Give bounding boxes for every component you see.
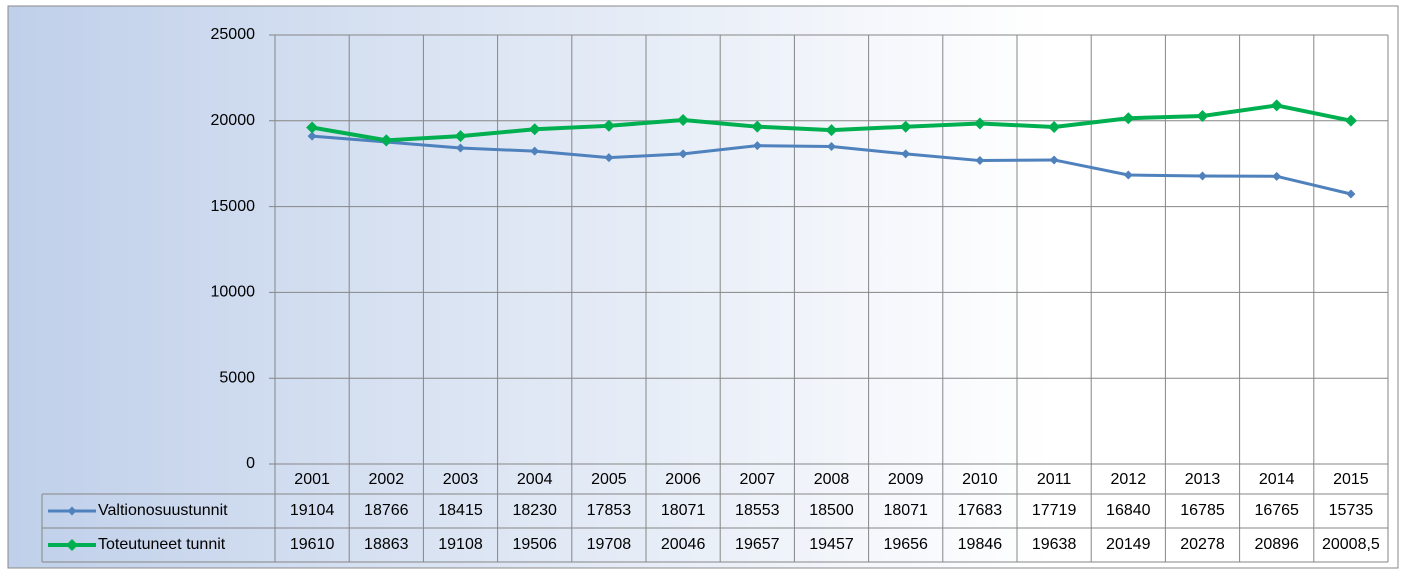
marker (1196, 110, 1209, 123)
table-value: 19656 (883, 536, 928, 553)
marker (1123, 170, 1133, 180)
y-tick-label: 20000 (211, 112, 256, 129)
marker (307, 131, 317, 141)
y-tick-label: 15000 (211, 198, 256, 215)
marker (1049, 155, 1059, 165)
marker (380, 134, 393, 147)
x-tick-label: 2013 (1185, 471, 1221, 488)
x-tick-label: 2005 (591, 471, 627, 488)
marker (1344, 114, 1357, 127)
table-value: 18863 (364, 536, 409, 553)
x-tick-label: 2009 (888, 471, 924, 488)
marker (602, 119, 615, 132)
y-tick-label: 0 (246, 455, 255, 472)
table-value: 18415 (438, 502, 483, 519)
table-value: 19638 (1032, 536, 1077, 553)
table-value: 17683 (958, 502, 1003, 519)
marker (1270, 99, 1283, 112)
table-value: 20008,5 (1322, 536, 1380, 553)
x-tick-label: 2006 (665, 471, 701, 488)
chart-area (7, 5, 1399, 569)
table-value: 16840 (1106, 502, 1151, 519)
marker (901, 149, 911, 159)
marker (454, 130, 467, 143)
marker (1272, 171, 1282, 181)
x-tick-label: 2003 (443, 471, 479, 488)
marker (456, 143, 465, 153)
table-value: 18071 (661, 502, 706, 519)
table-value: 17853 (587, 502, 632, 519)
marker (899, 120, 912, 133)
marker (1198, 171, 1207, 181)
table-value: 19506 (512, 536, 557, 553)
legend-label: Valtionosuustunnit (98, 502, 228, 519)
table-value: 19108 (438, 536, 483, 553)
marker (678, 149, 688, 159)
table-value: 16765 (1254, 502, 1299, 519)
y-tick-label: 10000 (211, 284, 256, 301)
table-value: 18553 (735, 502, 780, 519)
table-value: 16785 (1180, 502, 1225, 519)
table-value: 19457 (809, 536, 854, 553)
x-tick-label: 2007 (740, 471, 776, 488)
table-value: 19657 (735, 536, 780, 553)
table-value: 17719 (1032, 502, 1077, 519)
marker (751, 120, 764, 133)
table-value: 15735 (1329, 502, 1374, 519)
table-value: 20149 (1106, 536, 1151, 553)
x-tick-label: 2004 (517, 471, 553, 488)
table-value: 20278 (1180, 536, 1225, 553)
marker (1122, 112, 1135, 125)
x-tick-label: 2011 (1037, 471, 1072, 488)
table-value: 19610 (290, 536, 335, 553)
x-tick-label: 2002 (369, 471, 405, 488)
table-value: 18766 (364, 502, 409, 519)
x-tick-label: 2010 (962, 471, 998, 488)
table-value: 19104 (290, 502, 335, 519)
table-value: 18500 (809, 502, 854, 519)
marker (975, 156, 985, 166)
table-value: 18071 (883, 502, 928, 519)
x-tick-label: 2014 (1259, 471, 1295, 488)
table-value: 18230 (512, 502, 557, 519)
table-value: 19846 (958, 536, 1003, 553)
marker (604, 153, 614, 163)
marker (677, 114, 690, 127)
x-tick-label: 2001 (294, 471, 330, 488)
marker (973, 117, 986, 130)
marker (530, 146, 540, 156)
marker (752, 141, 762, 151)
y-tick-label: 25000 (211, 26, 256, 43)
legend-key-marker (67, 506, 77, 516)
marker (306, 121, 319, 134)
marker (825, 124, 838, 137)
x-tick-label: 2012 (1111, 471, 1147, 488)
legend-key-marker (66, 539, 78, 551)
marker (1048, 121, 1061, 134)
marker (1346, 189, 1356, 199)
x-tick-label: 2015 (1333, 471, 1369, 488)
y-tick-label: 5000 (219, 369, 255, 386)
table-value: 20046 (661, 536, 706, 553)
table-value: 19708 (587, 536, 632, 553)
marker (827, 142, 836, 152)
marker (528, 123, 541, 136)
x-tick-label: 2008 (814, 471, 850, 488)
table-value: 20896 (1254, 536, 1299, 553)
legend-label: Toteutuneet tunnit (98, 536, 226, 553)
